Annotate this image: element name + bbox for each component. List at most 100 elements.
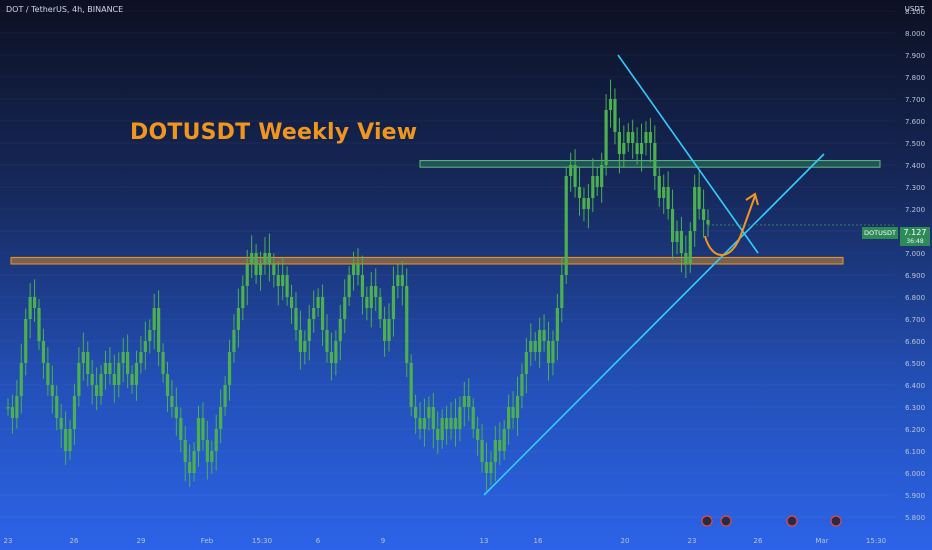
candle-body xyxy=(28,297,32,319)
x-tick-label: 26 xyxy=(754,537,763,545)
candle-body xyxy=(32,297,37,308)
candle-body xyxy=(458,407,462,429)
candle-body xyxy=(515,396,520,418)
candle-body xyxy=(157,308,161,352)
candle-body xyxy=(183,440,187,462)
candle-body xyxy=(188,462,192,473)
x-tick-label: 15:30 xyxy=(252,537,272,545)
candle-body xyxy=(148,330,152,341)
price-tag-price: 7.127 xyxy=(900,227,930,239)
candle-body xyxy=(480,440,484,462)
candle-body xyxy=(267,253,271,264)
candle-body xyxy=(524,352,528,374)
candle-body xyxy=(276,275,280,286)
x-tick-label: Mar xyxy=(815,537,828,545)
candle-body xyxy=(666,187,670,209)
y-tick-label: 5.900 xyxy=(905,492,925,500)
symbol-info-label: DOT / TetherUS, 4h, BINANCE xyxy=(6,5,124,14)
candle-body xyxy=(117,363,121,385)
currency-label: USDT xyxy=(904,5,924,13)
candle-body xyxy=(600,165,604,187)
candle-body xyxy=(604,110,608,165)
candle-body xyxy=(134,363,139,385)
candle-body xyxy=(520,374,524,396)
candle-body xyxy=(24,319,28,363)
candle-body xyxy=(205,440,209,462)
candle-body xyxy=(418,418,422,429)
candle-body xyxy=(542,330,546,341)
y-tick-label: 6.700 xyxy=(905,316,925,324)
candle-body xyxy=(108,363,112,374)
candle-body xyxy=(15,396,19,418)
candle-body xyxy=(577,187,582,198)
y-tick-label: 7.700 xyxy=(905,96,925,104)
y-tick-label: 6.000 xyxy=(905,470,925,478)
candle-body xyxy=(382,319,387,341)
candle-body xyxy=(374,286,378,297)
candle-body xyxy=(223,385,227,407)
candle-body xyxy=(533,341,537,352)
candle-body xyxy=(68,429,72,451)
candle-body xyxy=(493,440,497,462)
candle-body xyxy=(320,297,325,330)
candle-body xyxy=(196,418,201,451)
y-tick-label: 6.600 xyxy=(905,338,925,346)
candle-body xyxy=(289,297,294,308)
x-tick-label: 23 xyxy=(4,537,13,545)
candle-body xyxy=(560,275,564,308)
y-tick-label: 7.500 xyxy=(905,140,925,148)
candle-body xyxy=(201,418,205,440)
candle-body xyxy=(19,363,23,396)
support-zone xyxy=(10,256,844,265)
candle-body xyxy=(657,176,661,198)
x-tick-label: 29 xyxy=(137,537,146,545)
x-tick-label: 13 xyxy=(480,537,489,545)
candle-body xyxy=(170,396,174,407)
candle-body xyxy=(569,165,573,176)
y-tick-label: 7.800 xyxy=(905,74,925,82)
candle-body xyxy=(551,341,555,363)
candle-body xyxy=(179,418,183,440)
candle-body xyxy=(307,319,311,341)
x-tick-label: 15:30 xyxy=(866,537,886,545)
candle-body xyxy=(622,143,626,154)
candle-body xyxy=(130,374,134,385)
projection-arrow xyxy=(704,195,756,256)
candle-body xyxy=(99,374,103,396)
candle-body xyxy=(369,286,373,308)
candle-body xyxy=(316,297,320,308)
candle-body xyxy=(427,407,431,418)
candle-body xyxy=(272,264,276,275)
y-tick-label: 6.400 xyxy=(905,382,925,390)
candle-body xyxy=(387,319,391,341)
candle-body xyxy=(347,275,351,297)
candle-body xyxy=(165,374,170,396)
candle-body xyxy=(467,396,471,407)
candle-body xyxy=(6,407,10,409)
candle-body xyxy=(405,286,409,363)
chart-title-annotation[interactable]: DOTUSDT Weekly View xyxy=(130,120,418,145)
candle-body xyxy=(245,264,249,286)
y-tick-label: 7.400 xyxy=(905,162,925,170)
x-tick-label: 20 xyxy=(621,537,630,545)
candle-body xyxy=(396,275,400,286)
candle-body xyxy=(298,330,303,352)
y-tick-label: 7.000 xyxy=(905,250,925,258)
candle-body xyxy=(693,187,697,231)
candle-body xyxy=(112,374,116,385)
candle-body xyxy=(90,374,94,385)
candle-body xyxy=(219,407,223,429)
candle-body xyxy=(258,264,263,275)
candle-body xyxy=(555,308,559,341)
price-tag-symbol: DOTUSDT xyxy=(862,227,898,239)
ascending-trendline xyxy=(483,153,825,496)
y-tick-label: 7.600 xyxy=(905,118,925,126)
candle-body xyxy=(631,132,635,143)
candle-body xyxy=(81,352,85,363)
candle-body xyxy=(595,176,599,187)
us-flag-event-icon xyxy=(720,515,732,527)
candle-body xyxy=(95,385,99,396)
candle-body xyxy=(338,319,342,341)
